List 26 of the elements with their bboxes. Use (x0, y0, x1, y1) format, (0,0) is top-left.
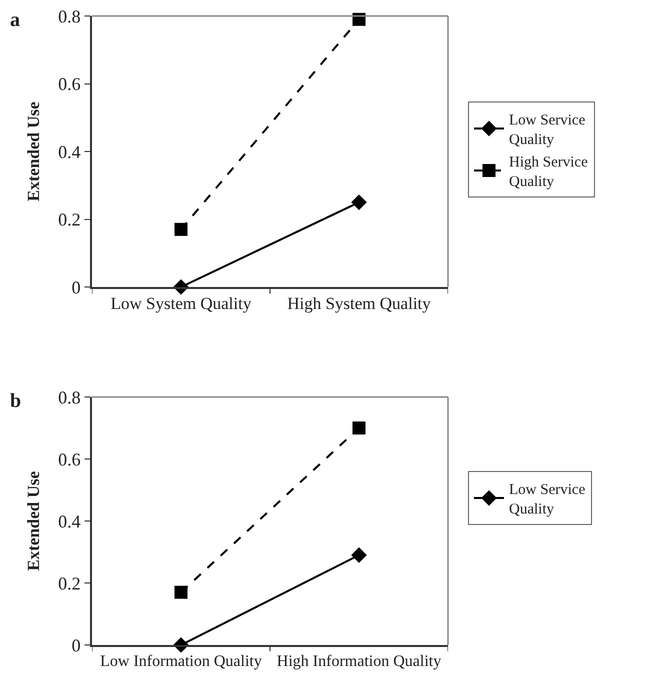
y-tick-label: 0.2 (58, 210, 81, 230)
y-tick-label: 0 (72, 635, 81, 656)
point (352, 422, 366, 434)
point (351, 194, 367, 210)
chart-title: a (10, 9, 20, 31)
y-tick-label: 0.4 (58, 142, 81, 162)
legend-label: Low Service Quality (509, 482, 586, 518)
point (351, 547, 367, 563)
x-tick-label: High System Quality (287, 294, 432, 314)
y-axis-title: Extended Use (24, 101, 44, 202)
y-tick-label: 0.8 (58, 6, 81, 26)
legend-label: High Service Quality (509, 154, 588, 190)
chart-title: b (10, 390, 22, 412)
point (174, 586, 188, 599)
y-tick-label: 0.8 (58, 387, 81, 408)
legend-label: Low Service Quality (509, 112, 586, 148)
y-tick-label: 0.4 (58, 511, 81, 532)
y-axis-title: Extended Use (24, 470, 44, 571)
x-tick-label: High Information Quality (276, 652, 442, 670)
x-tick-label: Low System Quality (110, 294, 252, 314)
y-tick-label: 0.6 (58, 74, 81, 94)
y-tick-label: 0 (72, 277, 81, 298)
point (174, 222, 188, 236)
x-tick-label: Low Information Quality (100, 652, 262, 670)
y-tick-label: 0.6 (58, 449, 81, 470)
y-tick-label: 0.2 (58, 573, 81, 594)
